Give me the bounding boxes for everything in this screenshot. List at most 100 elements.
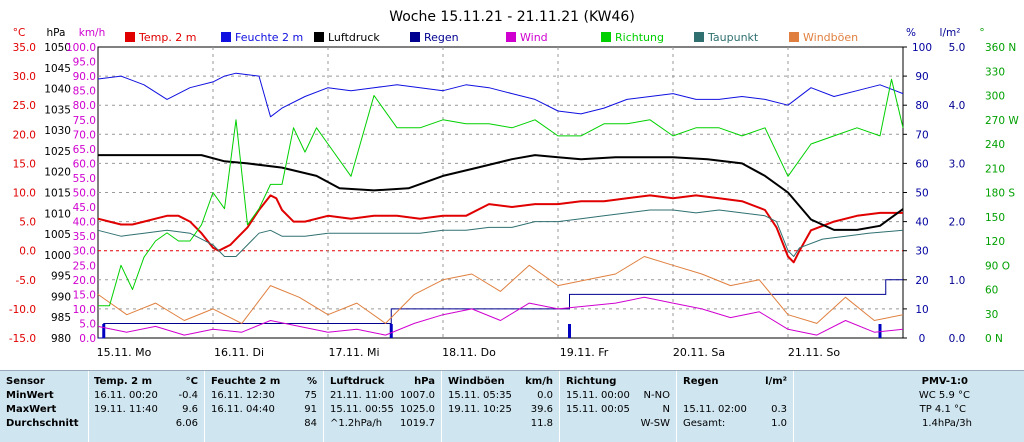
direction-min-time: 15.11. 00:00 <box>566 390 630 401</box>
stats-sensor-header: Sensor <box>6 376 45 387</box>
humidity-axis-tick: 40 <box>915 217 928 229</box>
legend-label: Feuchte 2 m <box>235 31 303 44</box>
direction-max-value: N <box>662 404 670 415</box>
chart-title: Woche 15.11.21 - 21.11.21 (KW46) <box>389 9 635 25</box>
series-pressure <box>98 154 904 231</box>
pressure-axis-tick: 985 <box>51 312 71 324</box>
direction-axis-tick: 300 <box>985 91 1005 103</box>
wind-axis-tick: 30.0 <box>73 246 96 258</box>
pressure-axis-tick: 1000 <box>44 250 71 262</box>
stats-col-sensor: Sensor MinWert MaxWert Durchschnitt <box>0 371 89 442</box>
legend-swatch <box>314 32 324 42</box>
pressure-axis-tick: 1020 <box>44 167 71 179</box>
wind-axis-tick: 75.0 <box>73 115 96 127</box>
x-tick-label: 21.11. So <box>788 346 840 359</box>
rain-max-time: 15.11. 02:00 <box>683 404 747 415</box>
pressure-axis-tick: 995 <box>51 271 71 283</box>
direction-axis-tick: 150 <box>985 212 1005 224</box>
pmv-pressure-trend: 1.4hPa/3h <box>921 418 972 429</box>
direction-axis-tick: 30 <box>985 309 998 321</box>
wind-axis-tick: 60.0 <box>73 158 96 170</box>
humidity-min-time: 16.11. 12:30 <box>211 390 275 401</box>
temp-avg-value: 6.06 <box>175 418 198 429</box>
stats-row-min: MinWert <box>6 390 54 401</box>
wind-axis-tick: 50.0 <box>73 188 96 200</box>
humidity-axis-tick: 30 <box>915 246 928 258</box>
pressure-min-time: 21.11. 11:00 <box>330 390 394 401</box>
gust-max-time: 19.11. 10:25 <box>448 404 512 415</box>
legend-label: Taupunkt <box>707 31 759 44</box>
rain-total-label: Gesamt: <box>683 418 726 429</box>
gust-max-value: 39.6 <box>530 404 553 415</box>
series-rain-level <box>98 279 903 339</box>
direction-avg-value: W-SW <box>640 418 670 429</box>
rain-bar <box>568 324 571 338</box>
stats-col-rain: Regen l/m² 15.11. 02:00 0.3 Gesamt: 1.0 <box>677 371 794 442</box>
direction-axis-tick: 0 N <box>985 333 1003 345</box>
pressure-header: Luftdruck <box>330 376 385 387</box>
pressure-axis-tick: 1045 <box>44 63 71 75</box>
humidity-axis-tick: 80 <box>915 100 928 112</box>
pressure-axis-tick: 1025 <box>44 146 71 158</box>
legend-label: Regen <box>424 31 459 44</box>
rain-axis-tick: 4.0 <box>949 100 966 112</box>
x-tick-label: 16.11. Di <box>214 346 264 359</box>
wind-axis-tick: 40.0 <box>73 217 96 229</box>
gust-avg-value: 11.8 <box>530 418 553 429</box>
pressure-axis-tick: 990 <box>51 291 71 303</box>
x-tick-label: 20.11. Sa <box>673 346 725 359</box>
x-tick-label: 15.11. Mo <box>97 346 152 359</box>
legend-swatch <box>601 32 611 42</box>
humidity-avg-value: 84 <box>304 418 317 429</box>
gust-header: Windböen <box>448 376 505 387</box>
series-humidity <box>97 72 904 118</box>
temp-axis-tick: 15.0 <box>13 158 36 170</box>
series-wind <box>97 296 904 336</box>
series-temp <box>97 194 903 264</box>
pressure-max-value: 1025.0 <box>400 404 435 415</box>
x-tick-label: 19.11. Fr <box>560 346 609 359</box>
temp-max-value: 9.6 <box>182 404 198 415</box>
stats-row-avg: Durchschnitt <box>6 418 79 429</box>
rain-axis-tick: 1.0 <box>949 275 966 287</box>
temp-min-time: 16.11. 00:20 <box>94 390 158 401</box>
humidity-axis-tick: 0 <box>919 333 926 345</box>
stats-col-pmv: PMV-1:0 WC 5.9 °C TP 4.1 °C 1.4hPa/3h <box>794 371 1024 442</box>
rain-axis-tick: 2.0 <box>949 217 966 229</box>
direction-axis-tick: 240 <box>985 139 1005 151</box>
rain-bar <box>389 324 393 338</box>
pressure-max-time: 15.11. 00:55 <box>330 404 394 415</box>
direction-axis-tick: 120 <box>985 236 1005 248</box>
rain-max-value: 0.3 <box>771 404 787 415</box>
legend-swatch <box>125 32 135 42</box>
temp-unit: °C <box>185 376 198 387</box>
rain-total-value: 1.0 <box>771 418 787 429</box>
wind-axis-tick: 70.0 <box>73 129 96 141</box>
direction-unit-label: ° <box>979 27 984 39</box>
wind-unit-label: km/h <box>79 27 106 39</box>
humidity-max-time: 16.11. 04:40 <box>211 404 275 415</box>
wind-axis-tick: 20.0 <box>73 275 96 287</box>
legend-swatch <box>221 32 231 42</box>
rain-unit: l/m² <box>765 376 787 387</box>
legend-swatch <box>789 32 799 42</box>
direction-axis-tick: 60 <box>985 285 998 297</box>
wind-axis-tick: 15.0 <box>73 289 96 301</box>
humidity-header: Feuchte 2 m <box>211 376 281 387</box>
series-direction <box>98 78 904 307</box>
pressure-axis-tick: 1040 <box>44 84 71 96</box>
legend-label: Windböen <box>803 31 858 44</box>
temp-axis-tick: 30.0 <box>13 71 36 83</box>
series-gust <box>97 256 904 324</box>
humidity-axis-tick: 10 <box>915 304 928 316</box>
stats-col-humidity: Feuchte 2 m% 16.11. 12:30 75 16.11. 04:40… <box>205 371 324 442</box>
legend-label: Temp. 2 m <box>138 31 197 44</box>
pressure-axis-tick: 1030 <box>44 125 71 137</box>
temp-axis-tick: -15.0 <box>9 333 36 345</box>
humidity-unit-label: % <box>906 27 916 39</box>
gust-unit: km/h <box>525 376 553 387</box>
humidity-axis-tick: 90 <box>915 71 928 83</box>
rain-axis-tick: 5.0 <box>949 42 966 54</box>
humidity-axis-tick: 20 <box>915 275 928 287</box>
x-tick-label: 17.11. Mi <box>328 346 379 359</box>
